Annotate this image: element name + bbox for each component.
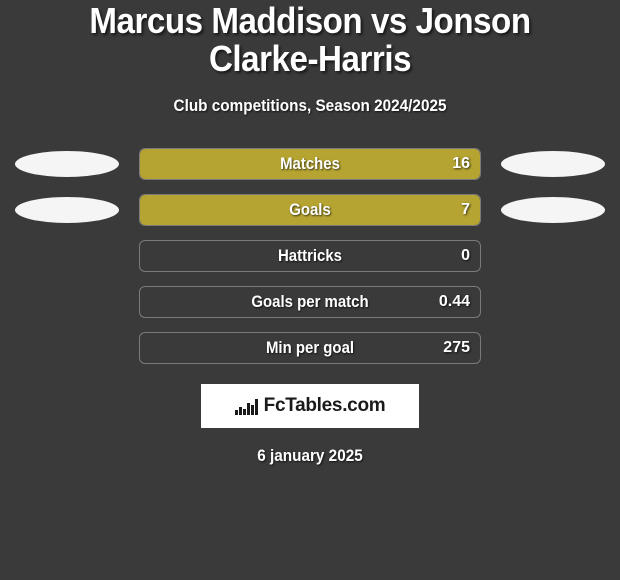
date-text: 6 january 2025 [31, 446, 589, 466]
stat-bar: Hattricks0 [139, 240, 481, 272]
stat-row: Goals per match0.44 [0, 286, 620, 318]
stat-rows: Matches16Goals7Hattricks0Goals per match… [0, 148, 620, 364]
stat-row: Matches16 [0, 148, 620, 180]
comparison-card: Marcus Maddison vs Jonson Clarke-Harris … [0, 0, 620, 466]
stat-label: Min per goal [160, 333, 459, 363]
stat-bar: Goals7 [139, 194, 481, 226]
stat-label: Goals per match [160, 287, 459, 317]
brand-icon-bar [251, 405, 254, 415]
stat-label: Goals [160, 195, 459, 225]
page-title: Marcus Maddison vs Jonson Clarke-Harris [25, 2, 595, 78]
stat-row: Goals7 [0, 194, 620, 226]
stat-value: 0.44 [439, 287, 470, 317]
ellipse-placeholder [501, 289, 605, 315]
brand-badge[interactable]: FcTables.com [201, 384, 419, 428]
stat-label: Hattricks [160, 241, 459, 271]
stat-value: 0 [461, 241, 470, 271]
stat-bar: Min per goal275 [139, 332, 481, 364]
ellipse-placeholder [501, 335, 605, 361]
player-left-ellipse-icon [15, 197, 119, 223]
player-right-ellipse-icon [501, 197, 605, 223]
player-right-ellipse-icon [501, 151, 605, 177]
ellipse-placeholder [15, 243, 119, 269]
ellipse-placeholder [15, 289, 119, 315]
subtitle: Club competitions, Season 2024/2025 [31, 96, 589, 116]
stat-label: Matches [160, 149, 459, 179]
stat-row: Min per goal275 [0, 332, 620, 364]
brand-icon-bar [255, 399, 258, 415]
brand-icon-bar [247, 403, 250, 415]
ellipse-placeholder [15, 335, 119, 361]
stat-bar: Matches16 [139, 148, 481, 180]
stat-value: 7 [461, 195, 470, 225]
stat-bar: Goals per match0.44 [139, 286, 481, 318]
brand-icon-bar [239, 407, 242, 415]
brand-icon-bar [243, 409, 246, 415]
brand-bars-icon [235, 397, 258, 415]
stat-row: Hattricks0 [0, 240, 620, 272]
brand-text: FcTables.com [264, 395, 386, 417]
stat-value: 275 [443, 333, 470, 363]
stat-value: 16 [452, 149, 470, 179]
ellipse-placeholder [501, 243, 605, 269]
brand-icon-bar [235, 410, 238, 415]
player-left-ellipse-icon [15, 151, 119, 177]
